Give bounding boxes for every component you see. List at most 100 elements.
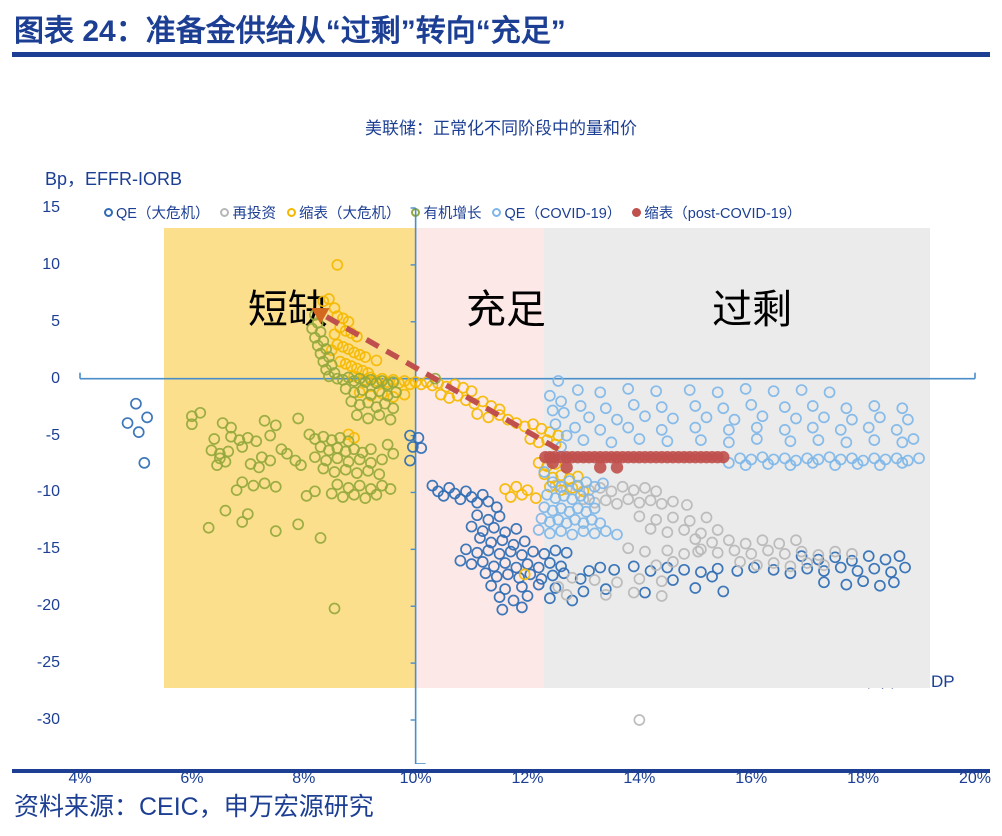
data-point	[552, 375, 565, 387]
data-point	[426, 379, 439, 392]
data-point	[885, 566, 897, 578]
data-point	[899, 561, 911, 574]
data-point	[655, 401, 668, 413]
data-point	[359, 351, 372, 363]
data-point	[524, 568, 537, 581]
data-point	[784, 459, 797, 471]
data-point	[359, 492, 372, 504]
data-point	[488, 521, 500, 534]
data-point	[745, 548, 758, 560]
data-point	[829, 545, 842, 558]
data-point	[893, 550, 906, 563]
data-point	[518, 535, 531, 548]
data-point	[381, 378, 394, 391]
data-point	[599, 588, 612, 601]
data-point	[250, 435, 263, 448]
data-point	[728, 544, 741, 557]
data-point	[236, 516, 249, 528]
data-point	[717, 585, 730, 598]
data-point	[339, 358, 352, 370]
data-point	[194, 406, 207, 419]
data-point	[426, 479, 439, 492]
data-point	[728, 413, 741, 426]
data-point	[138, 457, 151, 469]
data-point	[258, 477, 271, 490]
data-point	[292, 412, 305, 425]
data-point	[516, 488, 528, 501]
data-point	[599, 525, 612, 537]
data-point	[328, 302, 341, 314]
data-point	[339, 463, 352, 476]
data-point	[655, 575, 668, 588]
data-point	[829, 459, 842, 471]
legend-marker-icon	[286, 207, 296, 217]
data-point	[300, 490, 313, 502]
data-point	[339, 445, 352, 458]
data-point	[639, 586, 651, 599]
data-point	[879, 453, 892, 466]
legend-item-qt_gfc[interactable]: 缩表（大危机）	[286, 202, 400, 223]
data-point	[398, 388, 411, 401]
data-point	[622, 421, 635, 434]
data-point	[281, 447, 293, 460]
data-point	[236, 476, 249, 489]
data-point	[323, 444, 335, 457]
legend-label: QE（COVID-19）	[504, 205, 622, 222]
data-point	[373, 409, 386, 421]
data-point	[599, 494, 612, 507]
data-point	[700, 511, 713, 524]
data-point	[476, 555, 489, 568]
data-point	[219, 504, 232, 517]
data-point	[611, 576, 623, 589]
data-point	[605, 485, 618, 498]
data-point	[342, 482, 355, 494]
data-point	[381, 438, 394, 451]
data-point	[639, 482, 651, 494]
data-point	[527, 545, 539, 558]
data-point	[840, 578, 853, 591]
legend-item-reinvestment[interactable]: 再投资	[220, 202, 276, 223]
data-point	[518, 568, 531, 581]
data-point	[801, 562, 814, 575]
data-point	[818, 411, 830, 424]
data-point	[851, 458, 864, 470]
data-point	[711, 546, 724, 559]
series-reinvestment	[549, 479, 858, 726]
data-point	[616, 480, 629, 493]
data-point	[412, 431, 425, 444]
data-point	[667, 555, 679, 568]
data-point	[571, 384, 584, 396]
data-point	[365, 483, 377, 495]
data-point	[907, 433, 920, 445]
data-point	[353, 348, 366, 361]
data-point	[516, 581, 528, 593]
data-point	[633, 510, 646, 523]
data-point	[471, 408, 484, 420]
data-point	[309, 433, 321, 445]
data-point	[269, 419, 282, 432]
legend-marker-icon	[632, 207, 642, 217]
legend-marker-icon	[492, 207, 502, 217]
legend-item-qt_post_covid[interactable]: 缩表（post-COVID-19）	[632, 202, 801, 223]
data-point	[488, 560, 500, 573]
data-point	[711, 386, 724, 399]
legend-item-qe_covid[interactable]: QE（COVID-19）	[492, 202, 621, 223]
data-point	[331, 372, 344, 385]
data-point	[230, 484, 243, 497]
data-point	[829, 551, 842, 564]
data-point	[655, 497, 668, 510]
data-point	[493, 403, 506, 416]
data-point	[566, 571, 579, 584]
data-point	[812, 434, 825, 446]
data-point	[454, 493, 467, 506]
data-point	[323, 370, 335, 383]
data-point	[132, 426, 145, 438]
legend-label: 缩表（post-COVID-19）	[644, 205, 802, 222]
data-point	[818, 559, 830, 572]
data-point	[723, 436, 735, 449]
data-point	[594, 517, 607, 530]
legend-item-qe_gfc[interactable]: QE（大危机）	[104, 202, 209, 223]
y-axis-tick-label: -30	[36, 711, 60, 728]
data-point	[325, 344, 338, 357]
data-point	[806, 421, 819, 434]
